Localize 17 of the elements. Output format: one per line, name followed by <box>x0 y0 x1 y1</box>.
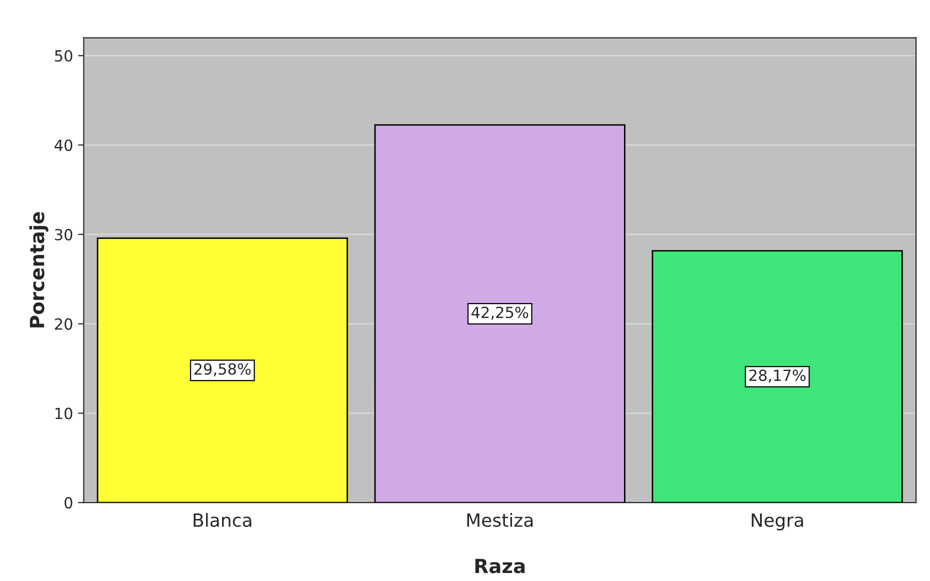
y-tick-label: 0 <box>64 497 72 509</box>
bar <box>652 250 903 503</box>
y-tick-label: 30 <box>55 228 72 240</box>
x-tick-label: Blanca <box>194 512 252 527</box>
y-axis-title: Porcentaje <box>29 212 48 328</box>
y-tick-label: 20 <box>54 318 72 330</box>
data-label: 29,58% <box>194 363 251 376</box>
y-tick-label: 40 <box>54 139 72 152</box>
x-axis-title: Raza <box>475 558 525 574</box>
y-tick-label: 10 <box>56 408 72 420</box>
data-label: 28,17% <box>749 370 806 383</box>
bar <box>96 237 348 503</box>
data-label: 42,25% <box>471 306 528 320</box>
y-tick-label: 50 <box>55 50 72 62</box>
x-tick-label: Mestiza <box>467 512 533 527</box>
x-tick-label: Negra <box>752 514 803 530</box>
bar <box>374 124 626 503</box>
